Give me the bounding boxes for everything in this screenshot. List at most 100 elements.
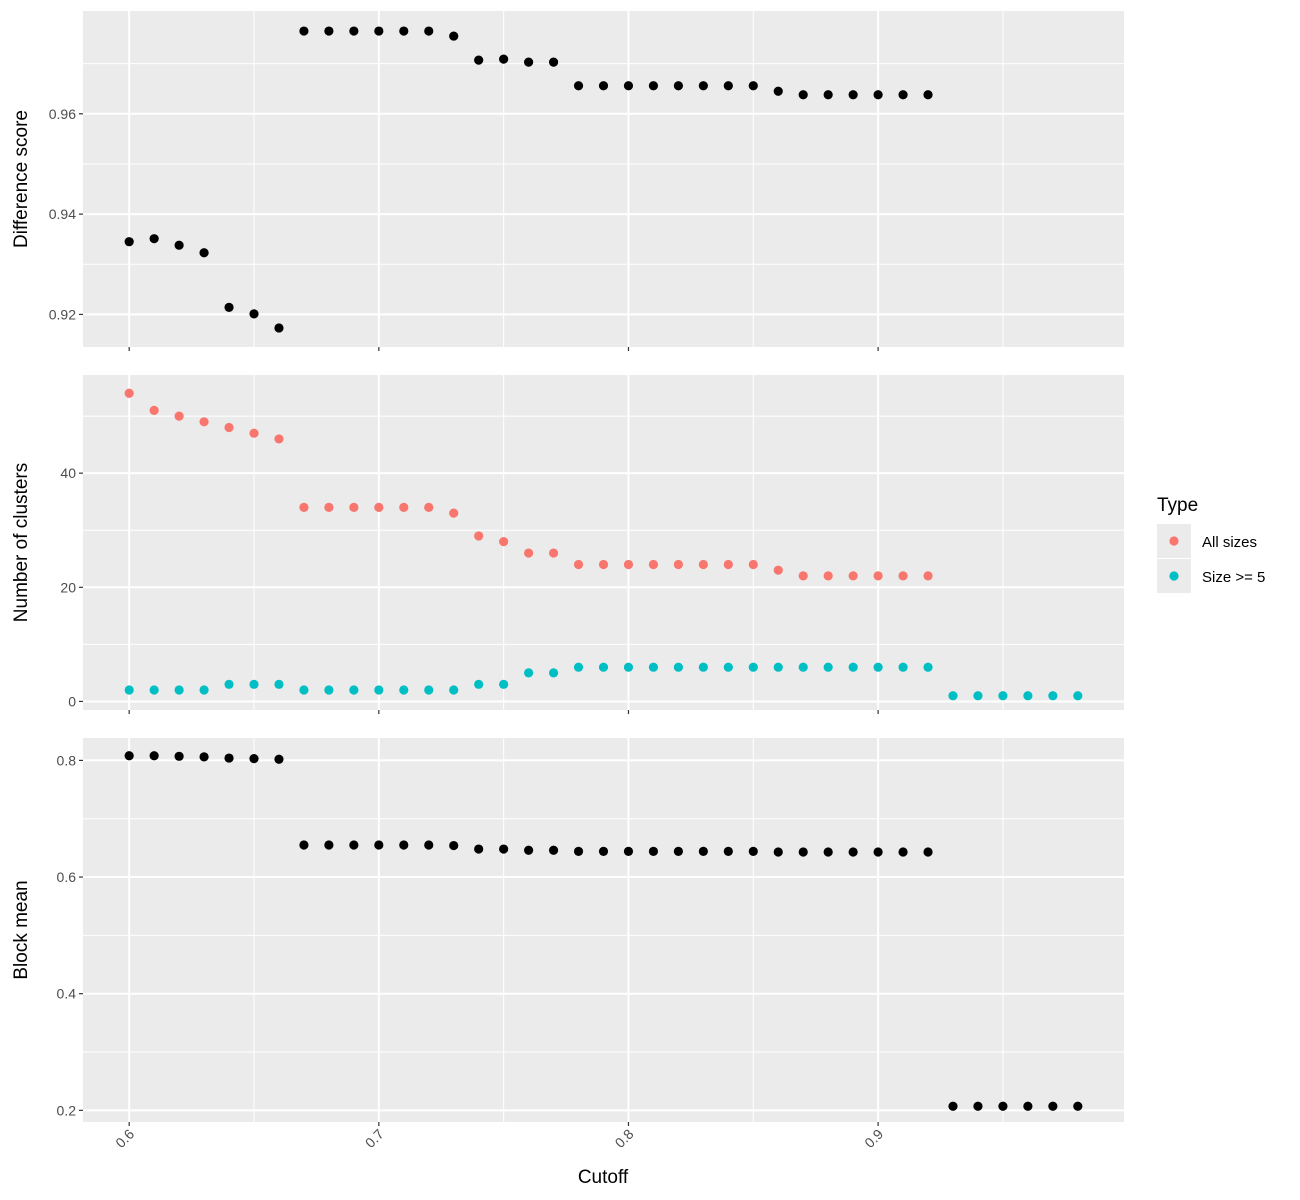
data-point	[873, 90, 883, 100]
data-point	[898, 90, 908, 100]
data-point	[299, 840, 309, 850]
data-point	[174, 685, 184, 695]
data-point	[224, 422, 234, 433]
data-point	[873, 571, 883, 581]
data-point	[149, 751, 159, 761]
data-point	[424, 502, 434, 513]
data-point	[349, 685, 359, 695]
panel-2: 0 20 40 Number of clusters	[11, 375, 1124, 714]
series-points	[124, 26, 933, 333]
data-point	[374, 502, 384, 513]
data-point	[424, 685, 434, 695]
data-point	[923, 90, 933, 100]
data-point	[923, 571, 933, 581]
legend: Type All sizes Size >= 5	[1157, 495, 1265, 593]
series-points	[124, 751, 1083, 1111]
legend-title: Type	[1157, 495, 1198, 516]
data-point	[199, 685, 209, 695]
data-point	[249, 679, 259, 689]
data-point	[124, 751, 134, 761]
data-point	[673, 662, 683, 672]
data-point	[374, 685, 384, 695]
data-point	[948, 1101, 958, 1111]
data-point	[598, 846, 609, 856]
data-point	[449, 508, 459, 518]
data-point	[573, 662, 584, 672]
legend-label-size-ge-5: Size >= 5	[1202, 569, 1265, 586]
data-point	[548, 548, 559, 558]
data-point	[149, 405, 159, 415]
data-point	[973, 1101, 983, 1111]
data-point	[898, 571, 908, 581]
y-tick-label: 0.4	[57, 986, 77, 1002]
legend-point-size-ge-5	[1169, 571, 1179, 581]
data-point	[474, 531, 484, 541]
x-tick-label: 0.7	[362, 1126, 387, 1151]
panel-3: 0.2 0.4 0.6 0.8 Block mean	[11, 738, 1124, 1126]
x-tick-label: 0.6	[112, 1126, 137, 1151]
data-point	[199, 248, 209, 258]
data-point	[723, 662, 733, 672]
data-point	[823, 847, 833, 857]
data-point	[174, 751, 184, 761]
data-point	[324, 26, 334, 36]
x-tick-label: 0.9	[861, 1126, 886, 1151]
data-point	[399, 26, 409, 36]
data-point	[623, 662, 634, 672]
data-point	[698, 846, 708, 856]
y-tick-label: 0.94	[49, 206, 76, 222]
data-point	[973, 691, 983, 701]
panels: 0.92 0.94 0.96 Difference score 0 20 40 Number …	[11, 11, 1124, 1126]
data-point	[1048, 691, 1058, 701]
panel-background	[83, 738, 1124, 1122]
data-point	[723, 846, 733, 856]
data-point	[998, 1101, 1008, 1111]
data-point	[848, 571, 858, 581]
data-point	[898, 847, 908, 857]
data-point	[399, 502, 409, 513]
data-point	[474, 55, 484, 65]
data-point	[698, 559, 708, 570]
legend-label-all-sizes: All sizes	[1202, 534, 1257, 551]
data-point	[898, 662, 908, 672]
data-point	[1023, 691, 1033, 701]
data-point	[474, 844, 484, 854]
series-points	[124, 662, 1083, 701]
data-point	[299, 26, 309, 36]
data-point	[798, 90, 808, 100]
data-point	[798, 847, 808, 857]
data-point	[524, 548, 534, 558]
data-point	[499, 54, 509, 64]
data-point	[124, 685, 134, 695]
data-point	[449, 31, 459, 41]
y-tick-label: 20	[60, 579, 76, 595]
data-point	[548, 57, 559, 67]
data-point	[224, 679, 234, 689]
data-point	[748, 81, 758, 91]
data-point	[948, 691, 958, 701]
data-point	[823, 662, 833, 672]
data-point	[998, 691, 1008, 701]
y-axis-title: Number of clusters	[11, 463, 32, 622]
data-point	[224, 753, 234, 763]
data-point	[424, 840, 434, 850]
data-point	[623, 81, 634, 91]
data-point	[274, 434, 284, 444]
data-point	[698, 81, 708, 91]
data-point	[723, 559, 733, 570]
data-point	[548, 668, 559, 678]
data-point	[349, 840, 359, 850]
series-points	[124, 388, 933, 581]
data-point	[499, 537, 509, 547]
y-tick-label: 0.96	[49, 106, 76, 122]
panel-1: 0.92 0.94 0.96 Difference score	[11, 11, 1124, 351]
data-point	[873, 662, 883, 672]
x-axis-title: Cutoff	[578, 1167, 629, 1188]
y-tick-label: 0.2	[57, 1102, 77, 1118]
data-point	[848, 662, 858, 672]
x-tick-label: 0.8	[612, 1126, 637, 1151]
data-point	[1073, 691, 1083, 701]
data-point	[149, 234, 159, 244]
data-point	[249, 754, 259, 764]
data-point	[324, 685, 334, 695]
